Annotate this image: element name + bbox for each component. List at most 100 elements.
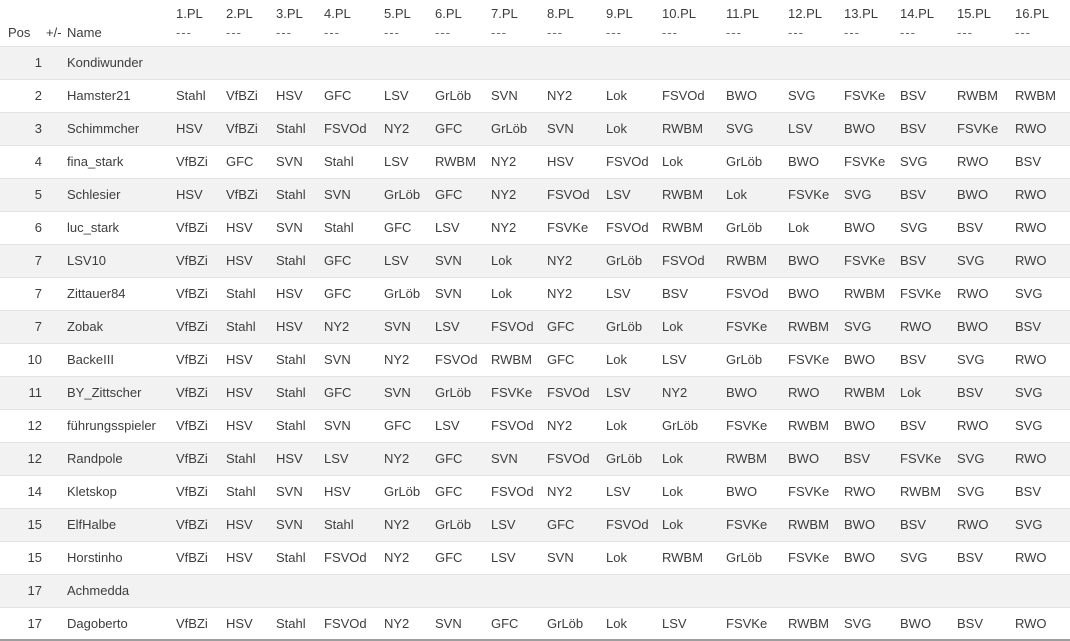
table-row: 12 Randpole VfBZi Stahl HSV LSV NY2 GFC SVN FSVOd… bbox=[0, 441, 1070, 475]
tip-cell: SVG bbox=[1015, 276, 1070, 310]
tip-cell: SVG bbox=[900, 210, 957, 244]
player-name: BackeIII bbox=[66, 342, 176, 376]
position-cell: 15 bbox=[0, 507, 46, 541]
tip-cell: RWO bbox=[1015, 177, 1070, 211]
position-cell: 7 bbox=[0, 243, 46, 277]
tip-cell: Stahl bbox=[324, 210, 384, 244]
tip-cell: SVN bbox=[547, 111, 606, 145]
tip-cell bbox=[1015, 45, 1070, 79]
tip-cell: FSVOd bbox=[606, 507, 662, 541]
tip-cell: SVG bbox=[957, 342, 1015, 376]
tip-cell: GFC bbox=[435, 474, 491, 508]
tip-cell: RWBM bbox=[1015, 78, 1070, 112]
column-header-12-pl: 12.PL --- bbox=[788, 0, 844, 47]
column-header-14-pl: 14.PL --- bbox=[900, 0, 957, 47]
tip-cell bbox=[547, 573, 606, 607]
tip-cell: BSV bbox=[900, 177, 957, 211]
tip-cell: RWBM bbox=[662, 210, 726, 244]
tip-cell: BWO bbox=[844, 342, 900, 376]
tip-cell: LSV bbox=[606, 375, 662, 409]
tip-cell: Lok bbox=[662, 441, 726, 475]
place-label: 10.PL bbox=[662, 5, 696, 21]
tip-cell: FSVOd bbox=[547, 375, 606, 409]
tip-cell: BSV bbox=[957, 606, 1015, 640]
tip-cell: SVN bbox=[276, 507, 324, 541]
tip-cell: BWO bbox=[844, 408, 900, 442]
tip-cell bbox=[491, 45, 547, 79]
position-cell: 5 bbox=[0, 177, 46, 211]
column-header-15-pl: 15.PL --- bbox=[957, 0, 1015, 47]
tip-cell: VfBZi bbox=[176, 210, 226, 244]
tip-cell: Lok bbox=[491, 243, 547, 277]
tip-cell: GrLöb bbox=[662, 408, 726, 442]
trend-cell bbox=[46, 540, 66, 574]
tip-cell: Stahl bbox=[226, 474, 276, 508]
tip-cell: BWO bbox=[788, 441, 844, 475]
tip-cell: RWBM bbox=[662, 177, 726, 211]
tip-cell: FSVKe bbox=[726, 606, 788, 640]
tip-cell bbox=[435, 573, 491, 607]
tip-cell: SVG bbox=[726, 111, 788, 145]
tip-cell: BSV bbox=[900, 78, 957, 112]
tip-cell: FSVKe bbox=[900, 276, 957, 310]
tip-cell bbox=[324, 45, 384, 79]
trend-cell bbox=[46, 243, 66, 277]
tip-cell: BWO bbox=[788, 276, 844, 310]
tip-cell: HSV bbox=[276, 309, 324, 343]
tip-cell: NY2 bbox=[547, 408, 606, 442]
column-header-2-pl: 2.PL --- bbox=[226, 0, 276, 47]
tip-cell: Lok bbox=[788, 210, 844, 244]
place-label: 14.PL bbox=[900, 5, 934, 21]
tip-cell: GrLöb bbox=[606, 309, 662, 343]
player-name: Zittauer84 bbox=[66, 276, 176, 310]
tip-cell: SVG bbox=[1015, 375, 1070, 409]
tip-cell: Stahl bbox=[276, 243, 324, 277]
tip-cell: HSV bbox=[276, 78, 324, 112]
tip-cell: LSV bbox=[435, 408, 491, 442]
tip-cell: SVN bbox=[384, 309, 435, 343]
position-cell: 17 bbox=[0, 573, 46, 607]
tip-cell: GrLöb bbox=[606, 441, 662, 475]
table-row: 15 Horstinho VfBZi HSV Stahl FSVOd NY2 GFC LSV SV… bbox=[0, 540, 1070, 574]
tip-cell: BWO bbox=[726, 78, 788, 112]
tip-cell: GrLöb bbox=[435, 375, 491, 409]
player-name: Horstinho bbox=[66, 540, 176, 574]
place-label: 9.PL bbox=[606, 5, 633, 21]
tip-cell: RWO bbox=[957, 507, 1015, 541]
trend-cell bbox=[46, 144, 66, 178]
tip-cell: SVG bbox=[844, 177, 900, 211]
tip-cell: Lok bbox=[606, 606, 662, 640]
tip-cell bbox=[844, 573, 900, 607]
tip-cell: GFC bbox=[324, 375, 384, 409]
place-result: --- bbox=[176, 24, 192, 40]
tip-cell: FSVKe bbox=[844, 243, 900, 277]
tip-cell bbox=[384, 45, 435, 79]
tip-cell: SVN bbox=[547, 540, 606, 574]
place-label: 12.PL bbox=[788, 5, 822, 21]
tip-cell: SVG bbox=[957, 243, 1015, 277]
tip-cell: BWO bbox=[844, 111, 900, 145]
table-header: Pos +/- Name 1.PL --- 2.PL --- 3.PL --- 4.PL --… bbox=[0, 0, 1070, 47]
tip-cell: HSV bbox=[226, 243, 276, 277]
position-cell: 2 bbox=[0, 78, 46, 112]
tip-cell: VfBZi bbox=[226, 177, 276, 211]
tip-cell: FSVKe bbox=[726, 408, 788, 442]
tip-cell: BWO bbox=[900, 606, 957, 640]
tip-cell bbox=[788, 573, 844, 607]
tip-cell: FSVOd bbox=[491, 309, 547, 343]
player-name: fina_stark bbox=[66, 144, 176, 178]
trend-cell bbox=[46, 309, 66, 343]
tip-cell: SVN bbox=[324, 408, 384, 442]
tip-cell: HSV bbox=[547, 144, 606, 178]
place-label: 1.PL bbox=[176, 5, 203, 21]
place-result: --- bbox=[435, 24, 451, 40]
tip-cell: GrLöb bbox=[606, 243, 662, 277]
place-result: --- bbox=[844, 24, 860, 40]
trend-cell bbox=[46, 276, 66, 310]
tip-cell bbox=[384, 573, 435, 607]
player-name: Randpole bbox=[66, 441, 176, 475]
tip-cell: FSVOd bbox=[324, 606, 384, 640]
tip-cell: NY2 bbox=[384, 441, 435, 475]
position-cell: 1 bbox=[0, 45, 46, 79]
tip-cell: FSVKe bbox=[788, 342, 844, 376]
